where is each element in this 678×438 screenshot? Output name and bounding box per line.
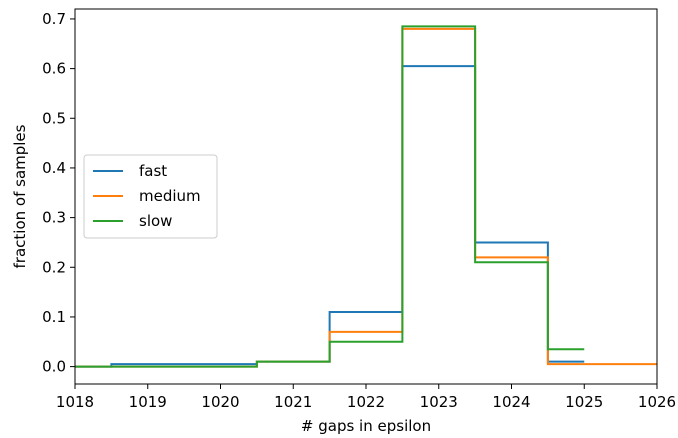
- x-axis: 1018 1019 1020 1021 1022 1023 1024 1025 1026: [56, 384, 676, 411]
- y-tick-label: 0.4: [42, 159, 66, 177]
- y-tick-label: 0.0: [42, 358, 66, 376]
- legend-label-slow: slow: [139, 212, 172, 230]
- x-tick-label: 1024: [492, 393, 530, 411]
- legend: fast medium slow: [83, 154, 218, 239]
- y-tick-label: 0.2: [42, 258, 66, 276]
- x-tick-label: 1019: [129, 393, 167, 411]
- y-tick-label: 0.3: [42, 209, 66, 227]
- y-tick-label: 0.5: [42, 109, 66, 127]
- x-tick-label: 1021: [274, 393, 312, 411]
- x-axis-label: # gaps in epsilon: [301, 417, 431, 435]
- y-axis-label: fraction of samples: [11, 124, 29, 268]
- x-tick-label: 1023: [420, 393, 458, 411]
- y-axis: 0.0 0.1 0.2 0.3 0.4 0.5 0.6 0.7: [42, 10, 75, 376]
- legend-box: [83, 154, 218, 239]
- legend-label-fast: fast: [139, 162, 167, 180]
- series-layer: [75, 25, 657, 368]
- x-tick-label: 1018: [56, 393, 94, 411]
- legend-label-medium: medium: [139, 187, 201, 205]
- series-line-slow: [75, 25, 585, 368]
- x-tick-label: 1020: [201, 393, 239, 411]
- y-tick-label: 0.1: [42, 308, 66, 326]
- series-line-fast: [75, 65, 585, 368]
- x-tick-label: 1022: [347, 393, 385, 411]
- y-tick-label: 0.6: [42, 60, 66, 78]
- x-tick-label: 1025: [565, 393, 603, 411]
- x-tick-label: 1026: [638, 393, 676, 411]
- y-tick-label: 0.7: [42, 10, 66, 28]
